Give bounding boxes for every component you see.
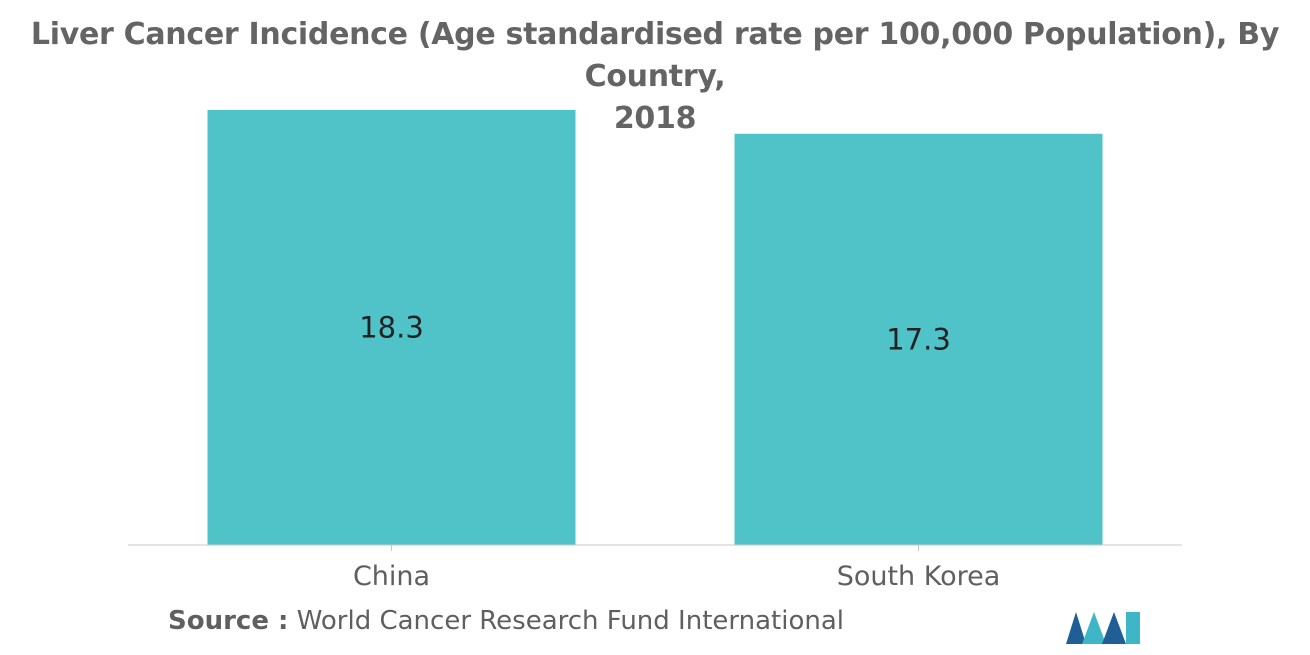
chart-title: Liver Cancer Incidence (Age standardised… [0, 14, 1310, 140]
data-label: 17.3 [886, 322, 951, 356]
source-text: World Cancer Research Fund International [296, 606, 844, 636]
chart-title-line-2: 2018 [613, 101, 697, 136]
chart-title-line-1: Liver Cancer Incidence (Age standardised… [30, 17, 1280, 94]
x-tick-label: China [353, 561, 430, 592]
x-axis-labels: China South Korea [353, 561, 1000, 592]
data-labels: 18.3 17.3 [359, 311, 951, 357]
x-axis-ticks [391, 545, 919, 551]
bar-group [207, 110, 1103, 545]
bar-china [207, 110, 576, 545]
bar-chart: China South Korea 18.3 17.3 [128, 110, 1182, 592]
bar-south-korea [734, 133, 1103, 545]
mordor-intelligence-logo-icon [1066, 612, 1140, 644]
source-note: Source : World Cancer Research Fund Inte… [168, 606, 844, 636]
data-label: 18.3 [359, 311, 424, 345]
x-tick-label: South Korea [837, 561, 1001, 592]
source-label: Source : [168, 606, 289, 636]
